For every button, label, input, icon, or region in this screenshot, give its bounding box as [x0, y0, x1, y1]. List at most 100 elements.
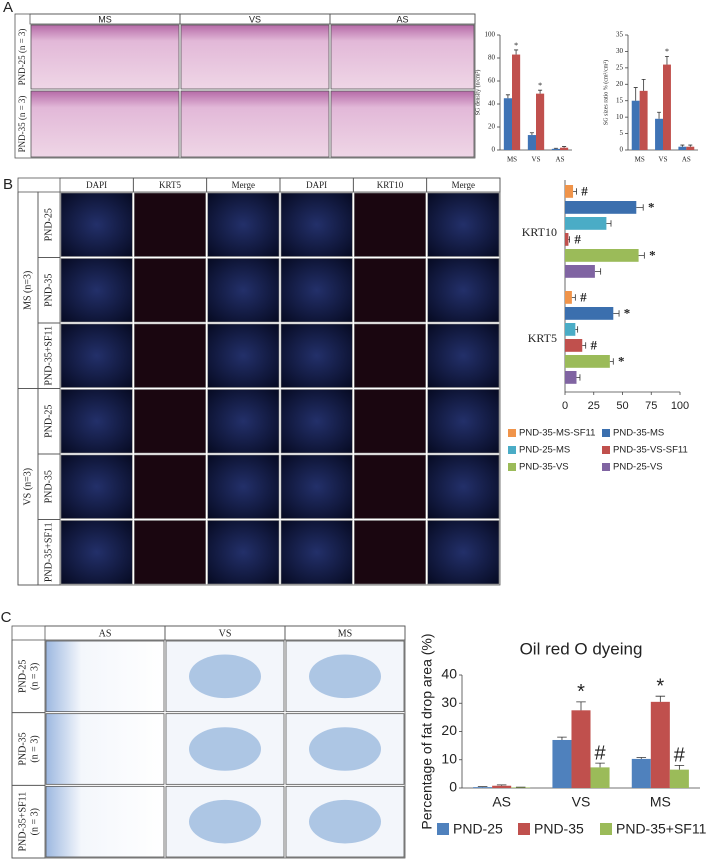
micrograph [60, 258, 133, 323]
bar [678, 146, 687, 150]
annotation: # [574, 231, 581, 246]
column-header: MS [98, 14, 112, 24]
micrograph [180, 90, 330, 158]
error-bar [641, 78, 646, 91]
tissue [189, 727, 261, 771]
bar [590, 767, 610, 788]
legend-label: PND-35+SF11 [616, 821, 707, 837]
micrograph [30, 90, 180, 158]
micrograph [427, 389, 500, 454]
x-tick-label: VS [659, 156, 668, 164]
micrograph [285, 785, 405, 858]
annotation: # [594, 742, 606, 764]
bar [565, 355, 610, 368]
micrograph [134, 258, 206, 323]
annotation: * [648, 199, 655, 214]
bar [565, 185, 574, 198]
tissue [309, 654, 381, 699]
tissue [189, 799, 261, 844]
chart-title: Oil red O dyeing [520, 639, 643, 658]
bar [565, 307, 614, 320]
error-bar [636, 204, 644, 211]
column-header: Merge [232, 180, 255, 190]
bar [663, 64, 671, 150]
legend-swatch [602, 463, 610, 471]
column-header: KRT5 [159, 180, 181, 190]
annotation: * [618, 353, 625, 368]
micrograph [207, 389, 280, 454]
y-axis-label: Percentage of fat drop area (%) [419, 633, 435, 829]
bar [571, 710, 591, 788]
row-label: PND-25 (n = 3) [17, 29, 27, 86]
error-bar [496, 784, 507, 786]
micrograph [60, 192, 133, 257]
error-bar [573, 188, 577, 195]
micrograph [134, 192, 206, 257]
y-tick-label: 20 [488, 123, 496, 131]
bar [473, 787, 493, 788]
row-label: (n = 3) [29, 663, 40, 690]
y-tick-label: 80 [488, 54, 496, 62]
micrograph [207, 520, 280, 585]
error-bar [664, 55, 669, 65]
legend-label: PND-35-VS [519, 462, 569, 473]
annotation: # [590, 337, 597, 352]
column-header: VS [219, 628, 232, 639]
bar [639, 90, 648, 150]
row-label: PND-35+SF11 [17, 792, 28, 852]
micrograph [354, 258, 426, 323]
bar [560, 147, 569, 150]
x-tick-label: 100 [671, 400, 689, 412]
x-tick-label: 50 [616, 400, 628, 412]
micrograph [60, 520, 133, 585]
bar [565, 291, 572, 304]
annotation: * [538, 81, 542, 90]
x-tick-label: MS [507, 156, 517, 164]
bar [669, 769, 689, 788]
x-tick-label: 0 [562, 400, 568, 412]
y-tick-label: 0 [492, 146, 496, 154]
panel-letter: B [3, 176, 13, 193]
error-bar [576, 701, 586, 711]
micrograph [427, 258, 500, 323]
micrograph [354, 454, 426, 519]
micrograph [207, 258, 280, 323]
error-bar [606, 220, 612, 227]
legend-swatch [518, 823, 530, 835]
error-bar [613, 310, 620, 317]
error-bar [529, 132, 534, 136]
error-bar [595, 762, 605, 768]
legend-swatch [602, 446, 610, 454]
micrograph [280, 520, 353, 585]
column-header: VS [249, 14, 261, 24]
micrograph [330, 24, 475, 90]
cell [426, 177, 501, 193]
bar [686, 146, 695, 150]
column-header: AS [396, 14, 408, 24]
legend-swatch [437, 823, 449, 835]
micrograph [354, 323, 426, 388]
tissue [309, 727, 381, 771]
x-tick-label: AS [556, 156, 565, 164]
micrograph [134, 454, 206, 519]
legend-label: PND-25-VS [613, 462, 663, 473]
y-tick-label: 30 [441, 694, 457, 710]
tissue [189, 654, 261, 699]
error-bar [582, 342, 587, 349]
row-label: PND-35 (n = 3) [17, 96, 27, 153]
x-tick-label: 75 [645, 400, 657, 412]
micrograph [30, 24, 180, 90]
bar [512, 54, 521, 150]
micrograph [354, 192, 426, 257]
micrograph [280, 258, 353, 323]
legend-swatch [508, 463, 516, 471]
legend-label: PND-35-MS-SF11 [519, 428, 595, 439]
micrograph [134, 323, 206, 388]
micrograph [207, 192, 280, 257]
annotation: # [580, 289, 587, 304]
bar [565, 323, 576, 336]
error-bar [568, 236, 570, 243]
row-label: PND-35+SF11 [43, 326, 54, 386]
